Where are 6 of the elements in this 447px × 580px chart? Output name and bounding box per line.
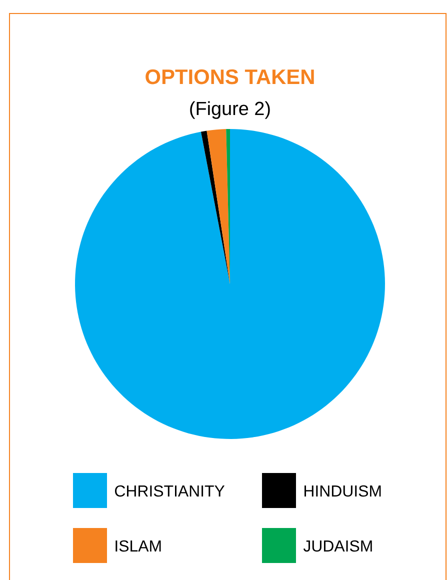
- chart-title: OPTIONS TAKEN: [146, 69, 314, 84]
- legend-label: JUDAISM: [303, 540, 372, 552]
- legend-label: CHRISTIANITY: [115, 485, 225, 497]
- legend-label: HINDUISM: [304, 485, 381, 497]
- legend-label: ISLAM: [116, 540, 161, 552]
- chart-subtitle: (Figure 2): [190, 101, 270, 119]
